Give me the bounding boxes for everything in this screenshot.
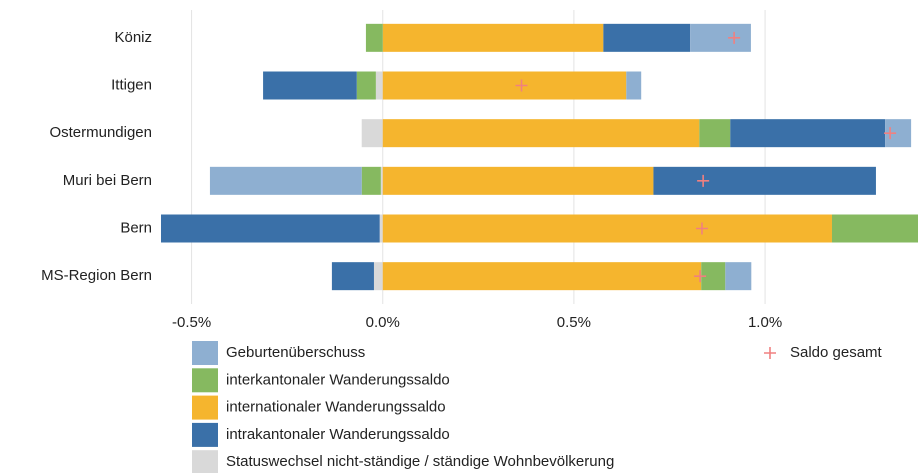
bar bbox=[361, 119, 383, 148]
legend-swatch bbox=[192, 368, 218, 393]
bar bbox=[365, 23, 383, 52]
legend-label: Saldo gesamt bbox=[790, 344, 883, 361]
bar bbox=[382, 71, 627, 100]
bar bbox=[382, 166, 654, 195]
x-tick-label: 0.0% bbox=[366, 314, 400, 331]
bar bbox=[725, 262, 752, 291]
x-tick-label: -0.5% bbox=[172, 314, 211, 331]
legend-label: interkantonaler Wanderungssaldo bbox=[226, 371, 450, 388]
legend-label: intrakantonaler Wanderungssaldo bbox=[226, 426, 450, 443]
x-tick-label: 1.0% bbox=[748, 314, 782, 331]
bar bbox=[356, 71, 376, 100]
saldo-marker bbox=[728, 31, 741, 44]
y-tick-label: Bern bbox=[120, 219, 152, 236]
bar bbox=[690, 23, 751, 52]
legend-swatch bbox=[192, 341, 218, 365]
bar bbox=[653, 166, 876, 195]
legend-swatch bbox=[192, 422, 218, 447]
y-tick-label: MS-Region Bern bbox=[41, 267, 152, 284]
legend-label: Statuswechsel nicht-ständige / ständige … bbox=[226, 453, 614, 470]
saldo-marker bbox=[694, 270, 707, 283]
y-tick-label: Ittigen bbox=[111, 76, 152, 93]
bar bbox=[699, 119, 731, 148]
bar bbox=[161, 214, 380, 243]
bar bbox=[382, 119, 700, 148]
bar bbox=[263, 71, 357, 100]
legend-marker bbox=[764, 347, 776, 359]
bar bbox=[361, 166, 381, 195]
bar bbox=[380, 166, 383, 195]
bar bbox=[209, 166, 362, 195]
legend-swatch bbox=[192, 395, 218, 420]
saldo-marker bbox=[515, 79, 528, 92]
bar bbox=[379, 214, 383, 243]
x-tick-label: 0.5% bbox=[557, 314, 591, 331]
saldo-marker bbox=[695, 222, 708, 235]
legend-label: internationaler Wanderungssaldo bbox=[226, 399, 446, 416]
bar bbox=[382, 214, 832, 243]
bar bbox=[331, 262, 374, 291]
y-tick-label: Muri bei Bern bbox=[63, 172, 152, 189]
y-tick-label: Ostermundigen bbox=[49, 124, 152, 141]
legend-label: Geburtenüberschuss bbox=[226, 344, 365, 361]
bar bbox=[626, 71, 642, 100]
bar bbox=[831, 214, 918, 243]
bar bbox=[382, 23, 604, 52]
bar bbox=[375, 71, 383, 100]
bar bbox=[373, 262, 383, 291]
bar bbox=[730, 119, 886, 148]
bar bbox=[603, 23, 691, 52]
y-tick-label: Köniz bbox=[114, 29, 152, 46]
bar bbox=[382, 262, 702, 291]
saldo-marker bbox=[884, 127, 897, 140]
saldo-marker bbox=[697, 174, 710, 187]
legend-swatch bbox=[192, 450, 218, 473]
